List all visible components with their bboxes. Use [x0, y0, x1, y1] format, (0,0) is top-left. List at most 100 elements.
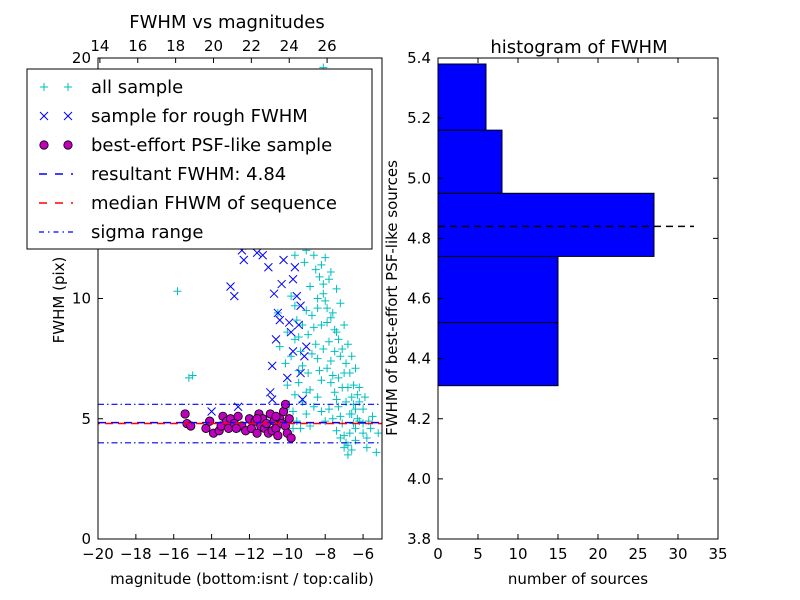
all-sample-point: [332, 328, 341, 337]
all-sample-point: [362, 433, 371, 442]
all-sample-point: [313, 354, 322, 363]
all-sample-point: [289, 424, 298, 433]
rough-sample-point: [279, 255, 288, 265]
rough-sample-point: [290, 262, 300, 272]
all-sample-point: [304, 369, 313, 378]
psf-sample-point: [252, 428, 262, 438]
y-tick-label: 5: [81, 410, 91, 428]
all-sample-point: [307, 349, 316, 358]
all-sample-point: [321, 253, 330, 262]
histogram-xlabel: number of sources: [508, 570, 648, 588]
x-tick-label: −12: [234, 545, 266, 563]
psf-sample-point: [201, 423, 211, 433]
x-tick-label: 35: [708, 545, 727, 563]
rough-sample-point: [296, 301, 305, 311]
all-sample-point: [336, 299, 345, 308]
rough-sample-point: [286, 327, 296, 337]
all-sample-point: [342, 359, 351, 368]
all-sample-point: [281, 359, 290, 368]
all-sample-point: [360, 393, 369, 402]
rough-sample-point: [282, 373, 292, 383]
rough-sample-point: [207, 407, 216, 416]
legend-box: [26, 68, 373, 250]
all-sample-point: [330, 388, 339, 397]
all-sample-point: [317, 407, 326, 416]
histogram-bar: [437, 192, 655, 257]
all-sample-point: [313, 294, 322, 303]
reference-lines: [98, 403, 382, 444]
all-sample-point: [298, 320, 307, 329]
all-sample-point: [328, 308, 337, 317]
all-sample-point: [298, 361, 307, 370]
rough-sample-point: [277, 279, 287, 289]
x-tick-label: −8: [314, 545, 336, 563]
rough-sample-point: [284, 318, 294, 327]
top-tick-label: 14: [90, 37, 109, 55]
all-sample-point: [319, 345, 328, 354]
all-sample-point: [340, 369, 349, 378]
rough-sample-point: [267, 395, 277, 404]
histogram-bar: [437, 63, 487, 131]
all-sample-point: [334, 402, 343, 411]
all-sample-point: [317, 376, 326, 385]
rough-sample-point: [226, 282, 235, 291]
x-tick-label: −16: [158, 545, 190, 563]
all-sample-point: [324, 275, 333, 284]
all-sample-point: [326, 268, 335, 277]
rough-sample-point: [271, 335, 281, 344]
rough-sample-point: [273, 308, 283, 318]
all-sample-point: [359, 429, 368, 438]
legend-label: resultant FWHM: 4.84: [91, 164, 286, 185]
all-sample-point: [343, 450, 352, 459]
rough-sample-point: [294, 320, 304, 330]
psf-sample-point: [180, 409, 190, 419]
psf-sample-point: [231, 423, 241, 433]
all-sample-point: [336, 433, 345, 442]
psf-sample-point: [273, 430, 283, 441]
all-sample-point: [304, 330, 313, 339]
x-tick-label: −14: [196, 545, 228, 563]
histogram-title: histogram of FWHM: [490, 37, 667, 58]
all-sample-point: [309, 323, 318, 332]
rough-sample-point: [288, 347, 298, 356]
x-tick-label: 5: [473, 545, 483, 563]
all-sample-point: [328, 414, 337, 423]
all-sample-point: [326, 313, 335, 322]
histogram-panel: 0 5 10 15 20 25 30 35 3.8 4.0 4.2 4.4 4.6 4.8 5.0 5.2 5.…: [383, 37, 728, 588]
rough-sample-point: [267, 361, 277, 371]
all-sample-point: [351, 364, 360, 373]
y-tick-label: 20: [72, 49, 91, 67]
all-sample-point: [336, 352, 345, 361]
top-tick-label: 16: [128, 37, 147, 55]
all-sample-point: [332, 284, 341, 293]
histogram-bar: [437, 129, 503, 194]
all-sample-point: [323, 364, 332, 373]
all-sample-point: [324, 337, 333, 346]
all-sample-point: [349, 381, 358, 390]
all-sample-point: [355, 383, 364, 392]
all-sample-point: [311, 265, 320, 274]
all-sample-point: [296, 424, 305, 433]
legend-marker: [39, 140, 49, 150]
scatter-ylabel: FWHM (pix): [50, 257, 68, 344]
all-sample-point: [319, 280, 328, 289]
rough-sample-point: [296, 368, 305, 378]
all-sample-point: [374, 429, 382, 438]
all-sample-point: [313, 393, 322, 402]
all-sample-point: [330, 347, 339, 356]
x-tick-label: 20: [588, 545, 607, 563]
all-sample-point: [340, 443, 349, 452]
all-sample-point: [340, 320, 349, 329]
rough-sample-point: [292, 291, 302, 301]
all-sample-point: [328, 371, 337, 380]
all-sample-point: [275, 342, 284, 351]
all-sample-point: [334, 373, 343, 382]
histogram-axes: 0 5 10 15 20 25 30 35 3.8 4.0 4.2 4.4 4.6 4.8 5.0 5.2 5.…: [407, 49, 727, 563]
legend-label: best-effort PSF-like sample: [91, 135, 332, 156]
x-tick-label: 0: [433, 545, 443, 563]
all-sample-point: [315, 272, 324, 281]
rough-sample-point: [264, 262, 273, 272]
rough-sample-point: [229, 291, 239, 301]
